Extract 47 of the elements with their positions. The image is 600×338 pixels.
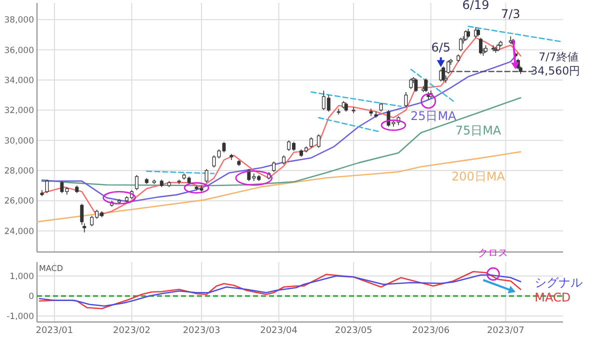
y-tick-label: 30,000 — [4, 136, 34, 146]
annotation: 6/19 — [462, 0, 490, 12]
y-tick-label: 0 — [28, 292, 34, 302]
y-tick-label: 1,000 — [10, 272, 34, 282]
candlestick — [309, 136, 313, 148]
x-tick-label: 2023/03 — [182, 326, 220, 336]
annotation: 7/3 — [500, 7, 520, 22]
y-tick-label: 36,000 — [4, 46, 34, 56]
candlestick — [134, 174, 138, 191]
x-tick-label: 2023/01 — [36, 326, 74, 336]
x-tick-label: 2023/07 — [486, 326, 524, 336]
candlestick — [336, 108, 340, 116]
candlestick — [282, 155, 286, 165]
candlestick — [316, 134, 320, 148]
series-label: MACD — [534, 290, 571, 305]
candlestick — [45, 179, 49, 194]
y-tick-label: 24,000 — [4, 226, 34, 237]
annotation: 25日MA — [410, 108, 458, 123]
series-label: シグナル — [534, 276, 583, 290]
x-tick-label: 2023/04 — [260, 326, 298, 336]
line-series — [36, 151, 522, 222]
candlestick — [369, 108, 373, 117]
annotation: 6/5 — [431, 40, 451, 54]
annotation: クロス — [478, 248, 508, 259]
y-tick-label: 28,000 — [4, 166, 34, 177]
candlestick — [459, 37, 463, 52]
candlestick — [204, 168, 208, 183]
y-tick-label: -1,000 — [6, 312, 34, 322]
candlestick — [344, 102, 348, 112]
candlestick — [352, 106, 356, 114]
line-series — [41, 52, 519, 203]
y-tick-label: 38,000 — [4, 16, 34, 26]
annotation: 7/7終値 34,560円 — [530, 50, 580, 78]
candlestick — [379, 102, 383, 112]
x-tick-label: 2023/06 — [412, 326, 450, 336]
annotation: 200日MA — [452, 169, 506, 184]
candlestick — [272, 161, 276, 172]
chart-title: MACD — [39, 264, 63, 273]
y-tick-label: 26,000 — [4, 196, 34, 207]
line-series — [41, 97, 522, 186]
candlestick — [466, 28, 470, 38]
y-tick-label: 32,000 — [4, 106, 34, 116]
annotation: 75日MA — [455, 124, 502, 138]
x-tick-label: 2023/02 — [113, 326, 150, 336]
y-tick-label: 34,000 — [4, 76, 34, 86]
x-tick-label: 2023/05 — [334, 326, 372, 336]
candlestick — [404, 92, 408, 108]
